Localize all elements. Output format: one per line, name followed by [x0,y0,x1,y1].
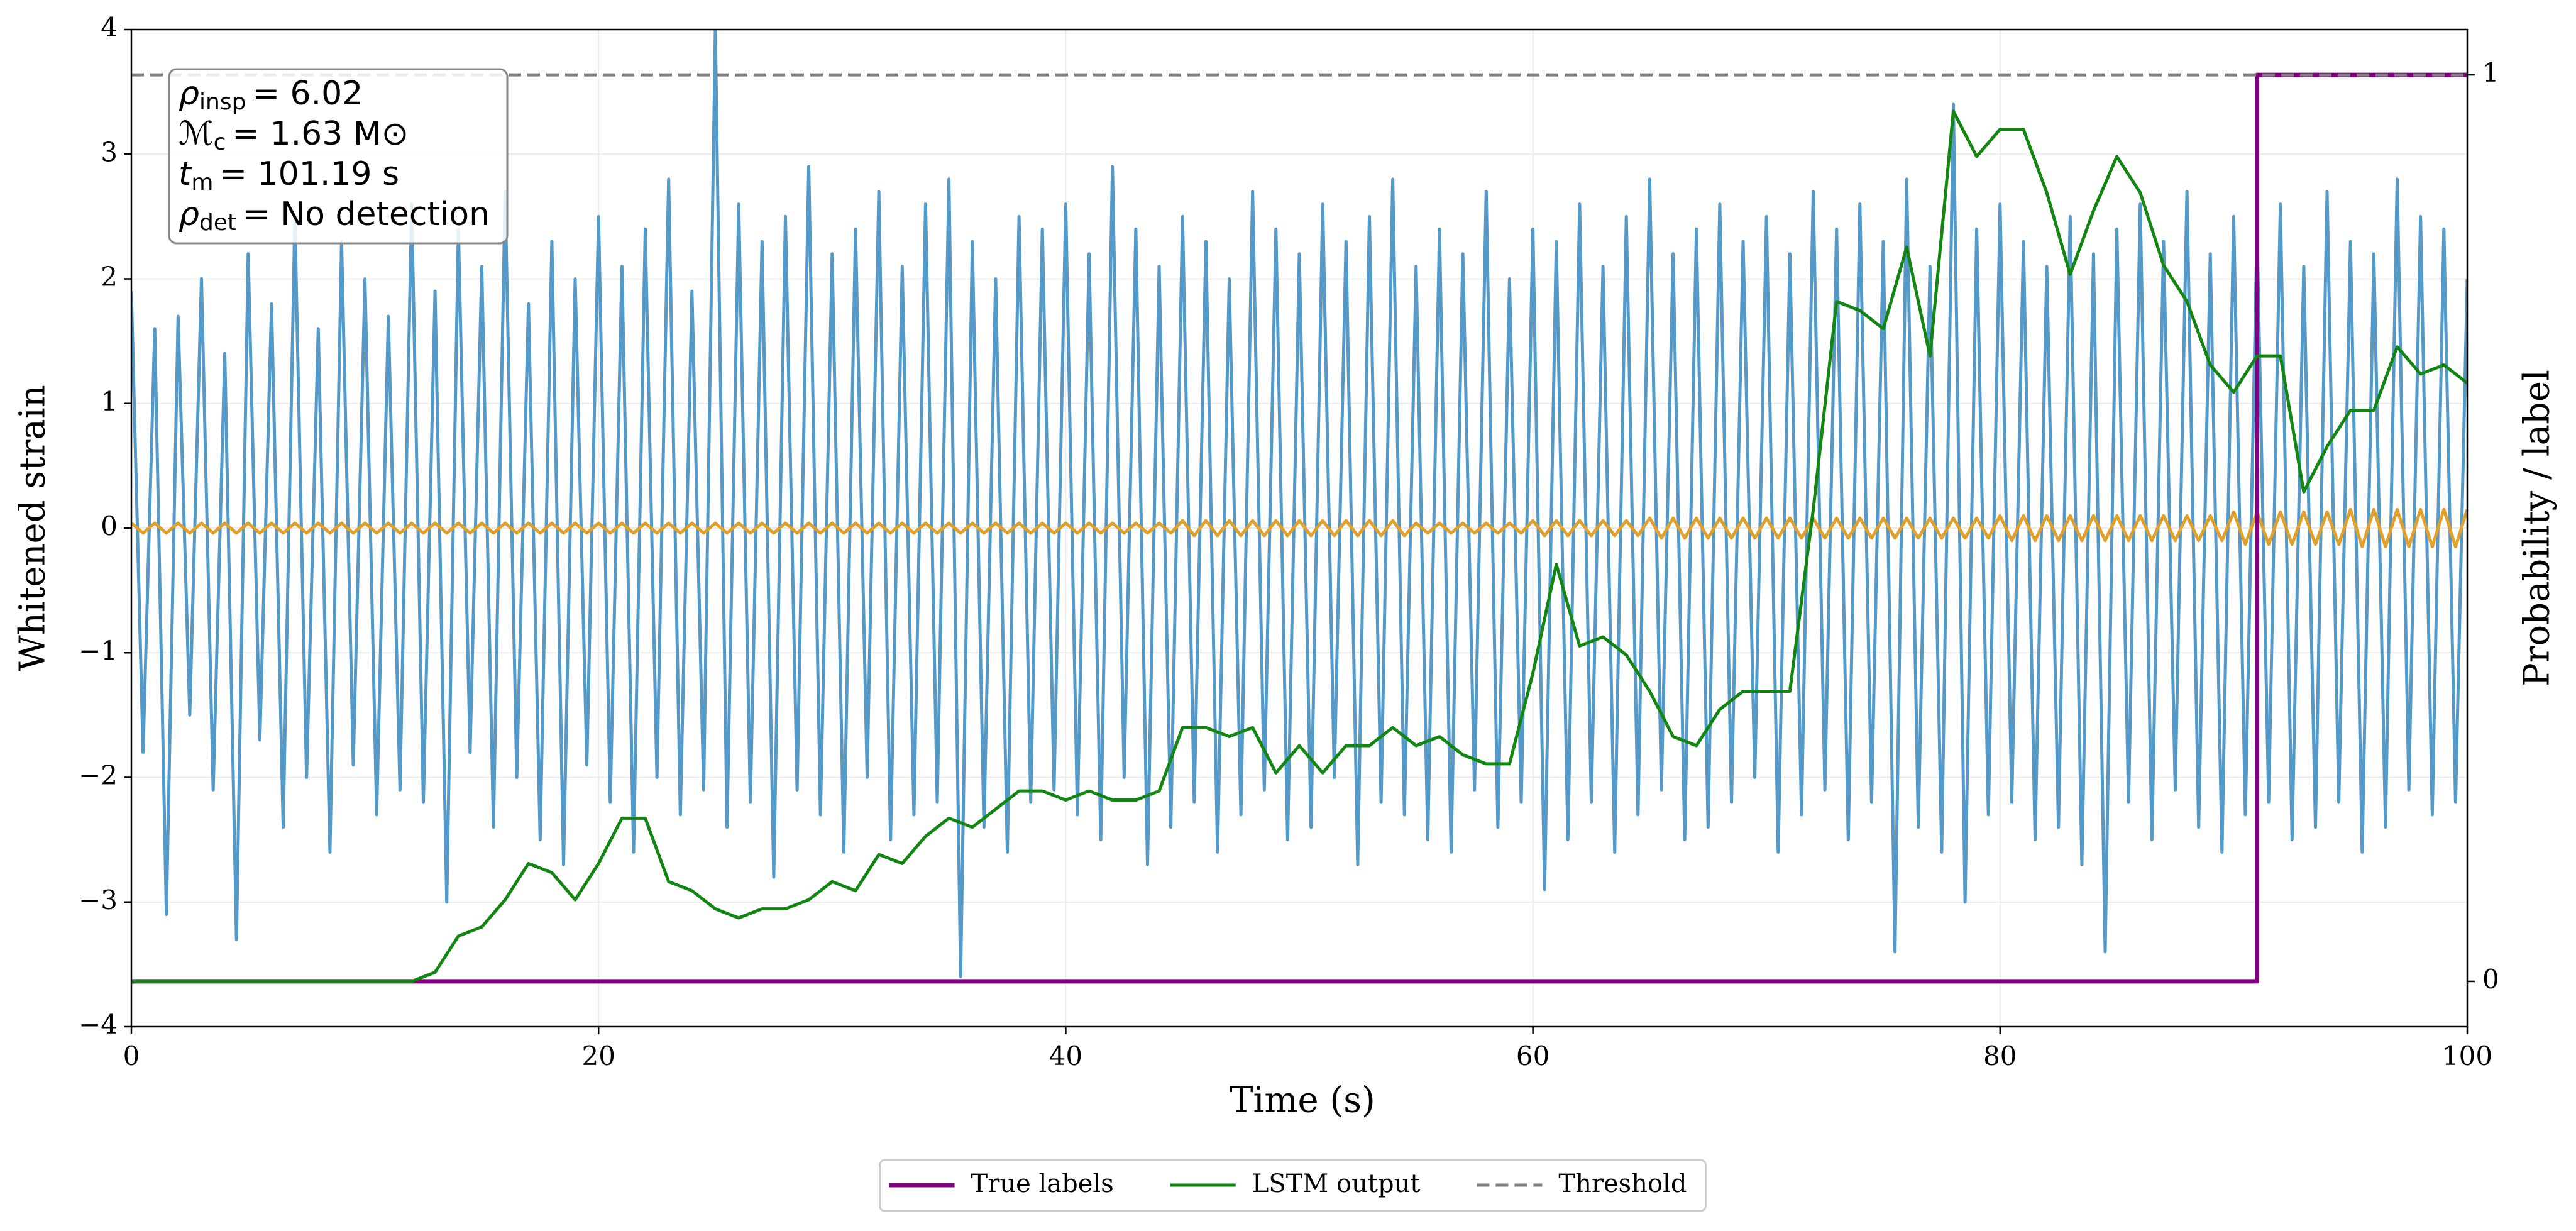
x-tick-label: 100 [2442,1041,2492,1071]
legend-box [879,1159,1707,1212]
y-tick-label: −4 [79,1009,118,1040]
annotation-line: tm = 101.19 s [179,155,399,196]
annotation-subscript: m [191,170,213,196]
y-tick-label: 3 [101,136,118,167]
y-tick-label: 2 [101,262,118,292]
annotation-value: = 101.19 s [219,155,399,193]
y-tick-label: 4 [101,12,118,43]
annotation-line: ℳc = 1.63 M⊙ [179,115,409,155]
annotation-symbol: ρ [179,75,199,113]
x-tick-label: 60 [1516,1041,1549,1071]
annotation-line: ρinsp = 6.02 [179,75,363,115]
series-line [131,109,2467,983]
legend-label: Threshold [1558,1169,1687,1198]
legend-label: True labels [971,1169,1114,1198]
annotation-box [168,68,509,245]
annotation-value: = 1.63 M⊙ [232,115,409,153]
y-axis-label: Whitened strain [13,385,53,671]
y2-tick-label: 1 [2482,57,2499,88]
signal-line [131,507,2467,549]
y-tick-label: −1 [79,635,118,666]
x-tick-label: 40 [1049,1041,1082,1071]
x-tick-label: 20 [581,1041,615,1071]
annotation-subscript: insp [199,89,246,115]
y-tick-label: 0 [101,511,118,541]
y-tick-label: −2 [79,760,118,791]
annotation-symbol: t [179,155,192,193]
annotation-symbol: ℳ [179,115,214,153]
legend: True labels LSTM output Threshold [879,1159,1707,1212]
x-tick-label: 0 [123,1041,140,1071]
legend-label: LSTM output [1252,1169,1421,1198]
y-tick-label: 1 [101,386,118,417]
annotation-subscript: c [214,130,226,155]
annotation-subscript: det [199,210,236,236]
annotation-symbol: ρ [179,196,199,233]
annotation-value: = No detection [243,196,490,233]
y2-axis-label: Probability / label [2517,370,2558,687]
annotation-value: = 6.02 [252,75,363,113]
signal-line [131,30,2467,979]
annotation-line: ρdet = No detection [179,196,490,236]
y2-tick-label: 0 [2482,964,2499,995]
x-tick-label: 80 [1983,1041,2017,1071]
y-tick-label: −3 [79,885,118,915]
x-axis-label: Time (s) [1230,1080,1375,1121]
